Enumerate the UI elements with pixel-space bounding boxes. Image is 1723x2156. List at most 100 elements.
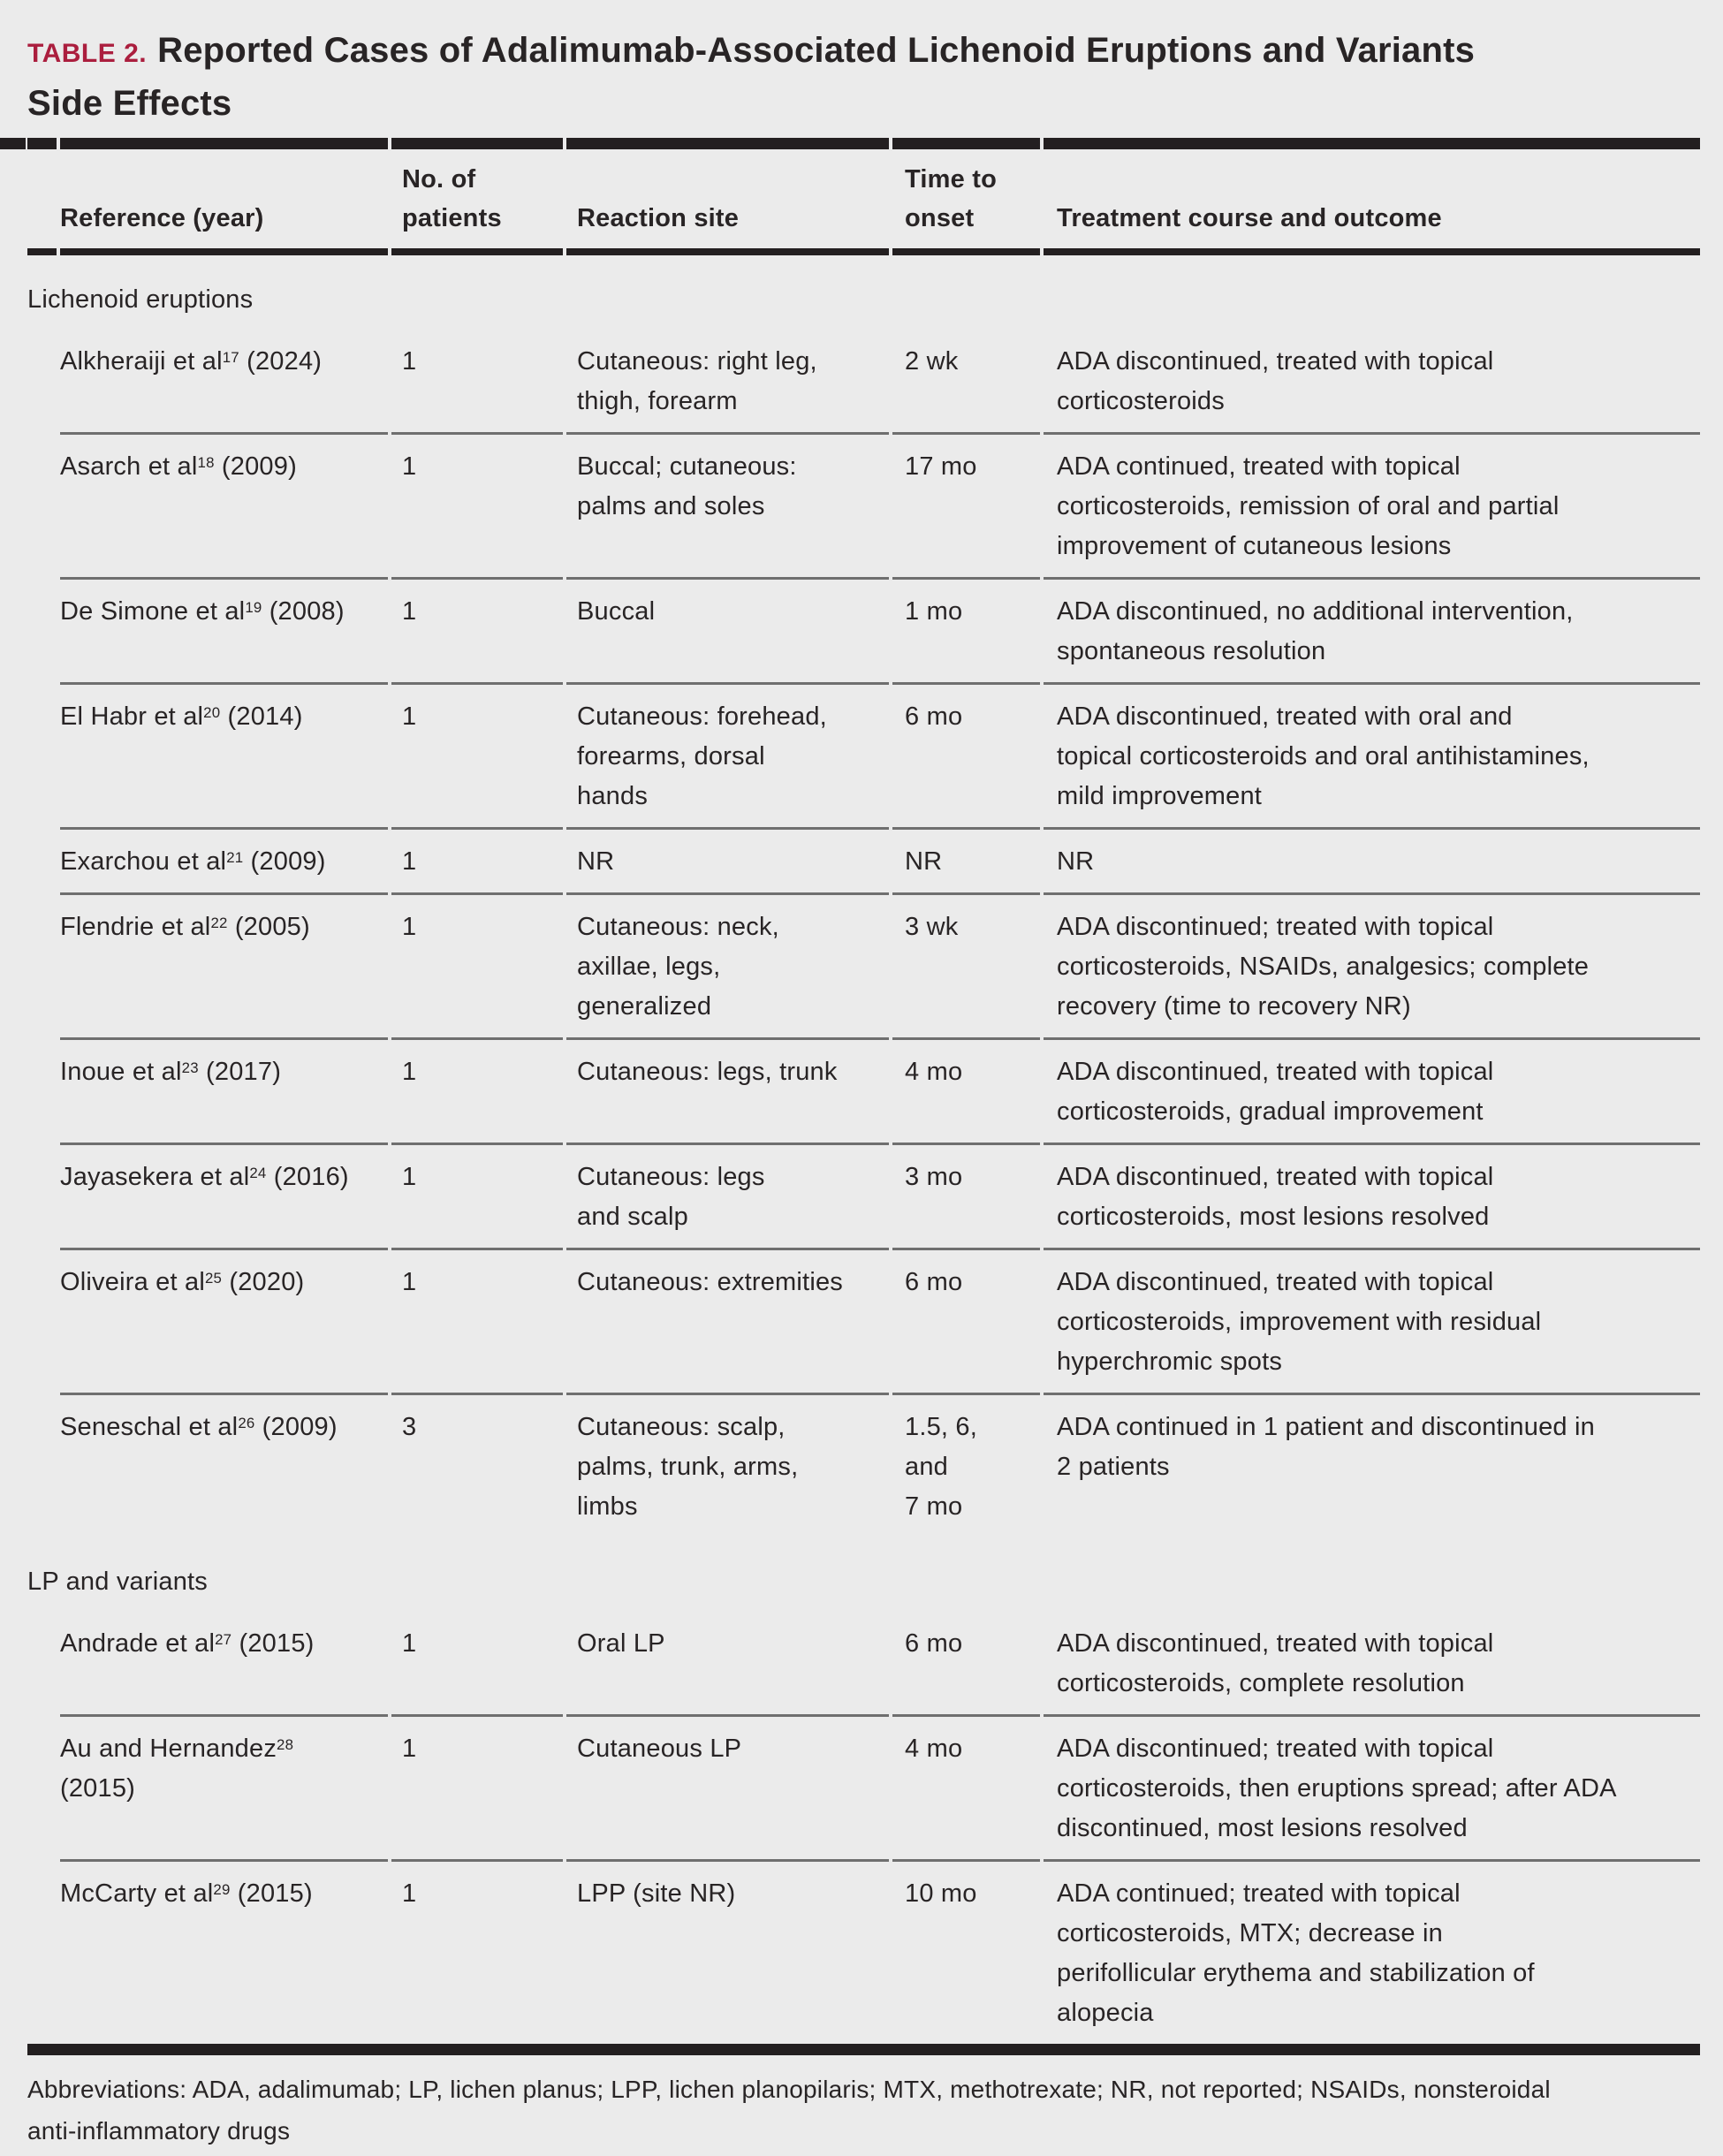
patients-cell: 1 <box>391 330 563 435</box>
time-to-onset-cell: 6 mo <box>892 1250 1040 1395</box>
treatment-cell: ADA continued; treated with topical cort… <box>1057 1879 1535 2027</box>
treatment-cell: ADA discontinued, treated with oral and … <box>1044 685 1700 830</box>
reaction-site-cell: Cutaneous: scalp, palms, trunk, arms, li… <box>577 1413 799 1521</box>
table-row: De Simone et al19 (2008) 1 Buccal 1 mo A… <box>27 580 1700 685</box>
time-to-onset-cell: 1 mo <box>892 580 1040 685</box>
header-reference: Reference (year) <box>60 138 388 255</box>
reference-cell: Asarch et al18 (2009) <box>60 435 388 580</box>
reaction-site-cell: Oral LP <box>566 1612 889 1717</box>
time-to-onset-cell: 2 wk <box>892 330 1040 435</box>
abbreviations-footnote: Abbreviations: ADA, adalimumab; LP, lich… <box>27 2076 1551 2145</box>
table-row: Seneschal et al26 (2009) 3 Cutaneous: sc… <box>27 1395 1700 1537</box>
citation-superscript: 18 <box>197 453 215 471</box>
top-rule-left-segment <box>0 138 26 149</box>
reaction-site-cell: Cutaneous: neck, axillae, legs, generali… <box>566 895 889 1040</box>
treatment-cell: ADA discontinued, no additional interven… <box>1044 580 1700 685</box>
reference-cell: De Simone et al19 (2008) <box>60 580 388 685</box>
treatment-cell: ADA discontinued, treated with topical c… <box>1044 1145 1700 1250</box>
table-row: Flendrie et al22 (2005) 1 Cutaneous: nec… <box>27 895 1700 1040</box>
section-label-lichenoid-eruptions: Lichenoid eruptions <box>27 285 254 314</box>
citation-superscript: 21 <box>226 848 244 866</box>
time-to-onset-cell: 4 mo <box>892 1040 1040 1145</box>
patients-cell: 1 <box>391 895 563 1040</box>
section-row: Lichenoid eruptions <box>27 255 1700 330</box>
time-to-onset-cell: 4 mo <box>892 1717 1040 1862</box>
table-row: Asarch et al18 (2009) 1 Buccal; cutaneou… <box>27 435 1700 580</box>
citation-superscript: 24 <box>249 1164 267 1181</box>
table-row: McCarty et al29 (2015) 1 LPP (site NR) 1… <box>27 1862 1700 2044</box>
reaction-site-cell: Buccal <box>566 580 889 685</box>
reference-cell: El Habr et al20 (2014) <box>60 685 388 830</box>
patients-cell: 1 <box>391 435 563 580</box>
table-row: Exarchou et al21 (2009) 1 NR NR NR <box>27 830 1700 895</box>
reference-cell: Seneschal et al26 (2009) <box>60 1413 338 1441</box>
header-treatment: Treatment course and outcome <box>1044 138 1700 255</box>
table-row: Au and Hernandez28 (2015) 1 Cutaneous LP… <box>27 1717 1700 1862</box>
table-row: Alkheraiji et al17 (2024) 1 Cutaneous: r… <box>27 330 1700 435</box>
reference-cell: Andrade et al27 (2015) <box>60 1612 388 1717</box>
reference-cell: McCarty et al29 (2015) <box>60 1879 313 1908</box>
table-row: El Habr et al20 (2014) 1 Cutaneous: fore… <box>27 685 1700 830</box>
header-reaction-site: Reaction site <box>566 138 889 255</box>
patients-cell: 1 <box>402 1879 417 1908</box>
reaction-site-cell: Cutaneous: right leg, thigh, forearm <box>566 330 889 435</box>
treatment-cell: ADA discontinued; treated with topical c… <box>1044 895 1700 1040</box>
reference-cell: Exarchou et al21 (2009) <box>60 830 388 895</box>
patients-cell: 1 <box>391 580 563 685</box>
reference-cell: Alkheraiji et al17 (2024) <box>60 330 388 435</box>
table-title-text: Reported Cases of Adalimumab-Associated … <box>27 31 1476 123</box>
citation-superscript: 29 <box>213 1880 231 1898</box>
treatment-cell: ADA continued, treated with topical cort… <box>1044 435 1700 580</box>
table-row: Andrade et al27 (2015) 1 Oral LP 6 mo AD… <box>27 1612 1700 1717</box>
citation-superscript: 27 <box>215 1630 232 1648</box>
time-to-onset-cell: 3 wk <box>892 895 1040 1040</box>
section-label-lp-and-variants: LP and variants <box>27 1568 208 1596</box>
table-title: TABLE 2. Reported Cases of Adalimumab-Ass… <box>27 26 1700 129</box>
citation-superscript: 26 <box>238 1414 255 1431</box>
reference-cell: Au and Hernandez28 (2015) <box>60 1717 388 1862</box>
reaction-site-cell: NR <box>566 830 889 895</box>
header-patients: No. of patients <box>391 138 563 255</box>
table-row: Inoue et al23 (2017) 1 Cutaneous: legs, … <box>27 1040 1700 1145</box>
reference-cell: Jayasekera et al24 (2016) <box>60 1145 388 1250</box>
reaction-site-cell: Cutaneous: legs and scalp <box>566 1145 889 1250</box>
time-to-onset-cell: 1.5, 6, and 7 mo <box>905 1413 978 1521</box>
reaction-site-cell: Buccal; cutaneous: palms and soles <box>566 435 889 580</box>
time-to-onset-cell: 10 mo <box>905 1879 977 1908</box>
patients-cell: 3 <box>402 1413 417 1441</box>
citation-superscript: 19 <box>245 598 262 616</box>
header-row: Reference (year) No. of patients Reactio… <box>27 138 1700 255</box>
citation-superscript: 20 <box>203 703 221 721</box>
header-time-to-onset: Time to onset <box>892 138 1040 255</box>
reaction-site-cell: LPP (site NR) <box>577 1879 736 1908</box>
patients-cell: 1 <box>391 1250 563 1395</box>
patients-cell: 1 <box>391 1145 563 1250</box>
patients-cell: 1 <box>391 1717 563 1862</box>
time-to-onset-cell: 6 mo <box>892 685 1040 830</box>
treatment-cell: ADA discontinued, treated with topical c… <box>1044 1612 1700 1717</box>
reaction-site-cell: Cutaneous: legs, trunk <box>566 1040 889 1145</box>
table-row: Jayasekera et al24 (2016) 1 Cutaneous: l… <box>27 1145 1700 1250</box>
treatment-cell: ADA discontinued, treated with topical c… <box>1044 330 1700 435</box>
patients-cell: 1 <box>391 685 563 830</box>
reference-cell: Oliveira et al25 (2020) <box>60 1250 388 1395</box>
treatment-cell: ADA discontinued; treated with topical c… <box>1044 1717 1700 1862</box>
time-to-onset-cell: 17 mo <box>892 435 1040 580</box>
bottom-rule <box>27 2044 1700 2055</box>
table-container: Reference (year) No. of patients Reactio… <box>0 138 1700 2055</box>
time-to-onset-cell: 6 mo <box>892 1612 1040 1717</box>
treatment-cell: ADA discontinued, treated with topical c… <box>1044 1040 1700 1145</box>
citation-superscript: 22 <box>210 914 228 931</box>
header-indent <box>27 138 57 255</box>
section-row: LP and variants <box>27 1537 1700 1612</box>
reference-cell: Inoue et al23 (2017) <box>60 1040 388 1145</box>
reaction-site-cell: Cutaneous: extremities <box>566 1250 889 1395</box>
citation-superscript: 23 <box>181 1059 199 1076</box>
citation-superscript: 28 <box>277 1735 294 1753</box>
patients-cell: 1 <box>391 1612 563 1717</box>
reaction-site-cell: Cutaneous LP <box>566 1717 889 1862</box>
cases-table: Reference (year) No. of patients Reactio… <box>24 138 1704 2044</box>
patients-cell: 1 <box>391 830 563 895</box>
citation-superscript: 17 <box>222 348 239 366</box>
